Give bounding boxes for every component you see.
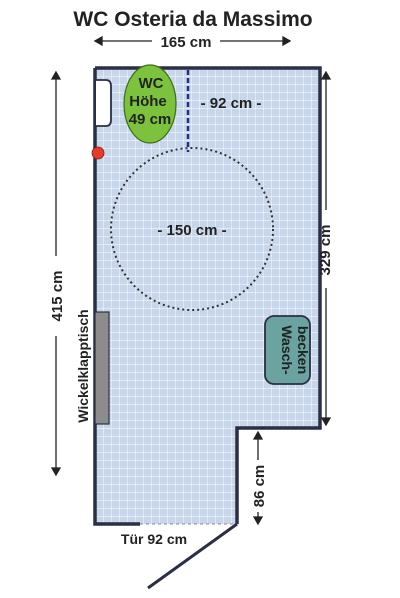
sink-label-line1: Wasch- <box>279 325 295 375</box>
toilet-label-line1: WC <box>139 75 164 92</box>
changing-table-label: Wickelklapptisch <box>75 309 91 422</box>
sink <box>264 315 311 385</box>
door-recess-dimension <box>252 430 264 526</box>
right-height-dimension <box>320 70 332 427</box>
left-height-dimension <box>50 70 62 477</box>
right-height-label: 329 cm <box>317 225 334 276</box>
top-width-label: 165 cm <box>161 34 212 51</box>
turning-circle-label: - 150 cm - <box>157 222 226 239</box>
room-walls <box>93 66 322 526</box>
grab-bar <box>96 79 112 127</box>
room-floor <box>95 68 320 524</box>
top-width-dimension <box>93 35 292 47</box>
emergency-button-icon <box>91 146 105 160</box>
door-recess-label: 86 cm <box>251 465 268 508</box>
toilet-label-line3: 49 cm <box>129 111 172 128</box>
page-title: WC Osteria da Massimo <box>73 8 312 31</box>
sink-label-line2: becken <box>295 326 311 374</box>
toilet-label-line2: Höhe <box>129 93 167 110</box>
turning-circle <box>110 147 274 311</box>
toilet-icon <box>123 64 177 144</box>
changing-table <box>94 311 110 425</box>
left-height-label: 415 cm <box>49 271 66 322</box>
toilet-clearance-label: - 92 cm - <box>201 95 262 112</box>
door-opening <box>140 522 238 590</box>
door-width-label: Tür 92 cm <box>121 531 187 547</box>
